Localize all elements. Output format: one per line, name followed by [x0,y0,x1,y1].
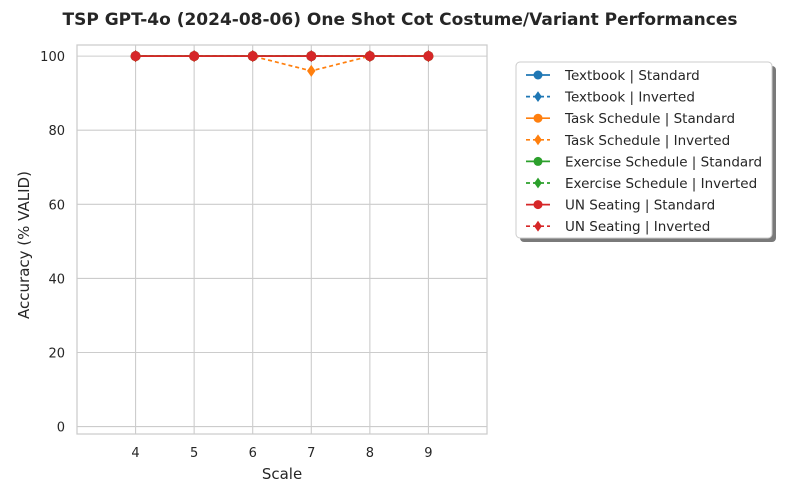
x-tick-label: 4 [131,446,139,461]
legend-marker [534,220,542,232]
legend-label: Task Schedule | Standard [564,111,735,127]
data-point [248,50,257,63]
legend: Textbook | Standard Textbook | Inverted Ta… [515,61,776,242]
legend-item: Textbook | Inverted [526,90,695,106]
data-point [307,50,316,63]
legend-item: UN Seating | Standard [526,198,715,214]
y-tick-label: 0 [57,421,65,436]
legend-label: Exercise Schedule | Standard [565,154,762,170]
legend-label: UN Seating | Inverted [565,219,710,235]
y-axis-label: Accuracy (% VALID) [15,171,33,319]
legend-item: Exercise Schedule | Inverted [526,176,757,192]
legend-marker [533,113,543,123]
legend-marker [534,177,542,189]
data-point [189,50,199,63]
x-tick-label: 7 [307,446,315,461]
y-tick-label: 40 [48,272,65,287]
grid [77,45,487,434]
series-un-seating-inverted [131,50,433,63]
y-tick-label: 100 [40,50,65,65]
legend-item: Exercise Schedule | Standard [526,154,762,170]
legend-marker [533,200,543,210]
legend-label: UN Seating | Standard [565,198,715,214]
legend-marker [533,70,543,80]
x-tick-label: 8 [366,446,374,461]
legend-item: Task Schedule | Inverted [526,133,730,149]
legend-label: Textbook | Inverted [564,90,695,106]
x-axis-label: Scale [262,465,302,483]
x-tick-label: 9 [424,446,432,461]
y-tick-label: 60 [48,198,65,213]
x-tick-label: 6 [249,446,257,461]
legend-label: Task Schedule | Inverted [564,133,730,149]
data-point [131,50,140,63]
legend-marker [534,91,542,102]
data-point [307,64,316,77]
legend-item: UN Seating | Inverted [526,219,710,235]
y-tick-label: 80 [48,124,65,139]
legend-item: Textbook | Standard [526,68,700,84]
data-point [424,50,433,63]
data-point [365,50,375,63]
y-tick-label: 20 [48,346,65,361]
chart-title: TSP GPT-4o (2024-08-06) One Shot Cot Cos… [62,10,737,30]
legend-label: Exercise Schedule | Inverted [565,176,757,192]
legend-item: Task Schedule | Standard [526,111,735,127]
x-tick-labels: 4 5 6 7 8 9 [131,446,432,461]
legend-label: Textbook | Standard [564,68,700,84]
plot-frame [76,44,488,435]
legend-box [515,61,773,239]
legend-marker [533,156,543,166]
legend-marker [534,134,542,146]
y-tick-labels: 0 20 40 60 80 100 [40,50,65,435]
legend-items: Textbook | Standard Textbook | Inverted Ta… [526,68,762,235]
series-group [130,50,434,77]
x-tick-label: 5 [190,446,198,461]
